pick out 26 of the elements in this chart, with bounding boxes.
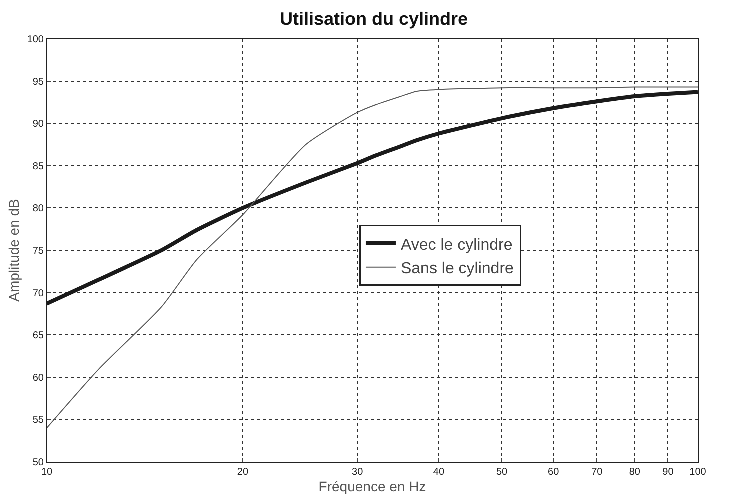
y-tick-label: 85 <box>32 161 44 172</box>
y-axis-title: Amplitude en dB <box>6 199 22 302</box>
x-tick-label: 30 <box>352 467 364 478</box>
y-tick-label: 55 <box>32 415 44 426</box>
x-tick-label: 40 <box>433 467 445 478</box>
x-axis-title: Fréquence en Hz <box>318 478 426 494</box>
x-tick-label: 70 <box>592 467 604 478</box>
chart-title: Utilisation du cylindre <box>280 9 468 30</box>
x-tick-label: 80 <box>629 467 641 478</box>
x-tick-label: 60 <box>548 467 560 478</box>
legend-label: Sans le cylindre <box>400 260 514 278</box>
y-tick-label: 80 <box>32 204 44 215</box>
x-tick-label: 20 <box>237 467 249 478</box>
y-tick-label: 60 <box>32 372 44 384</box>
y-tick-label: 50 <box>32 458 44 468</box>
y-tick-label: 70 <box>32 288 44 300</box>
x-tick-label: 50 <box>496 467 508 478</box>
y-tick-label: 95 <box>32 76 44 88</box>
y-tick-label: 65 <box>32 330 44 342</box>
y-tick-label: 100 <box>27 34 44 46</box>
x-tick-label: 100 <box>690 467 707 478</box>
legend-label: Avec le cylindre <box>400 236 513 254</box>
x-tick-label: 90 <box>662 467 674 478</box>
y-tick-label: 75 <box>32 246 44 257</box>
y-tick-label: 90 <box>32 119 44 130</box>
x-tick-label: 10 <box>41 467 53 478</box>
